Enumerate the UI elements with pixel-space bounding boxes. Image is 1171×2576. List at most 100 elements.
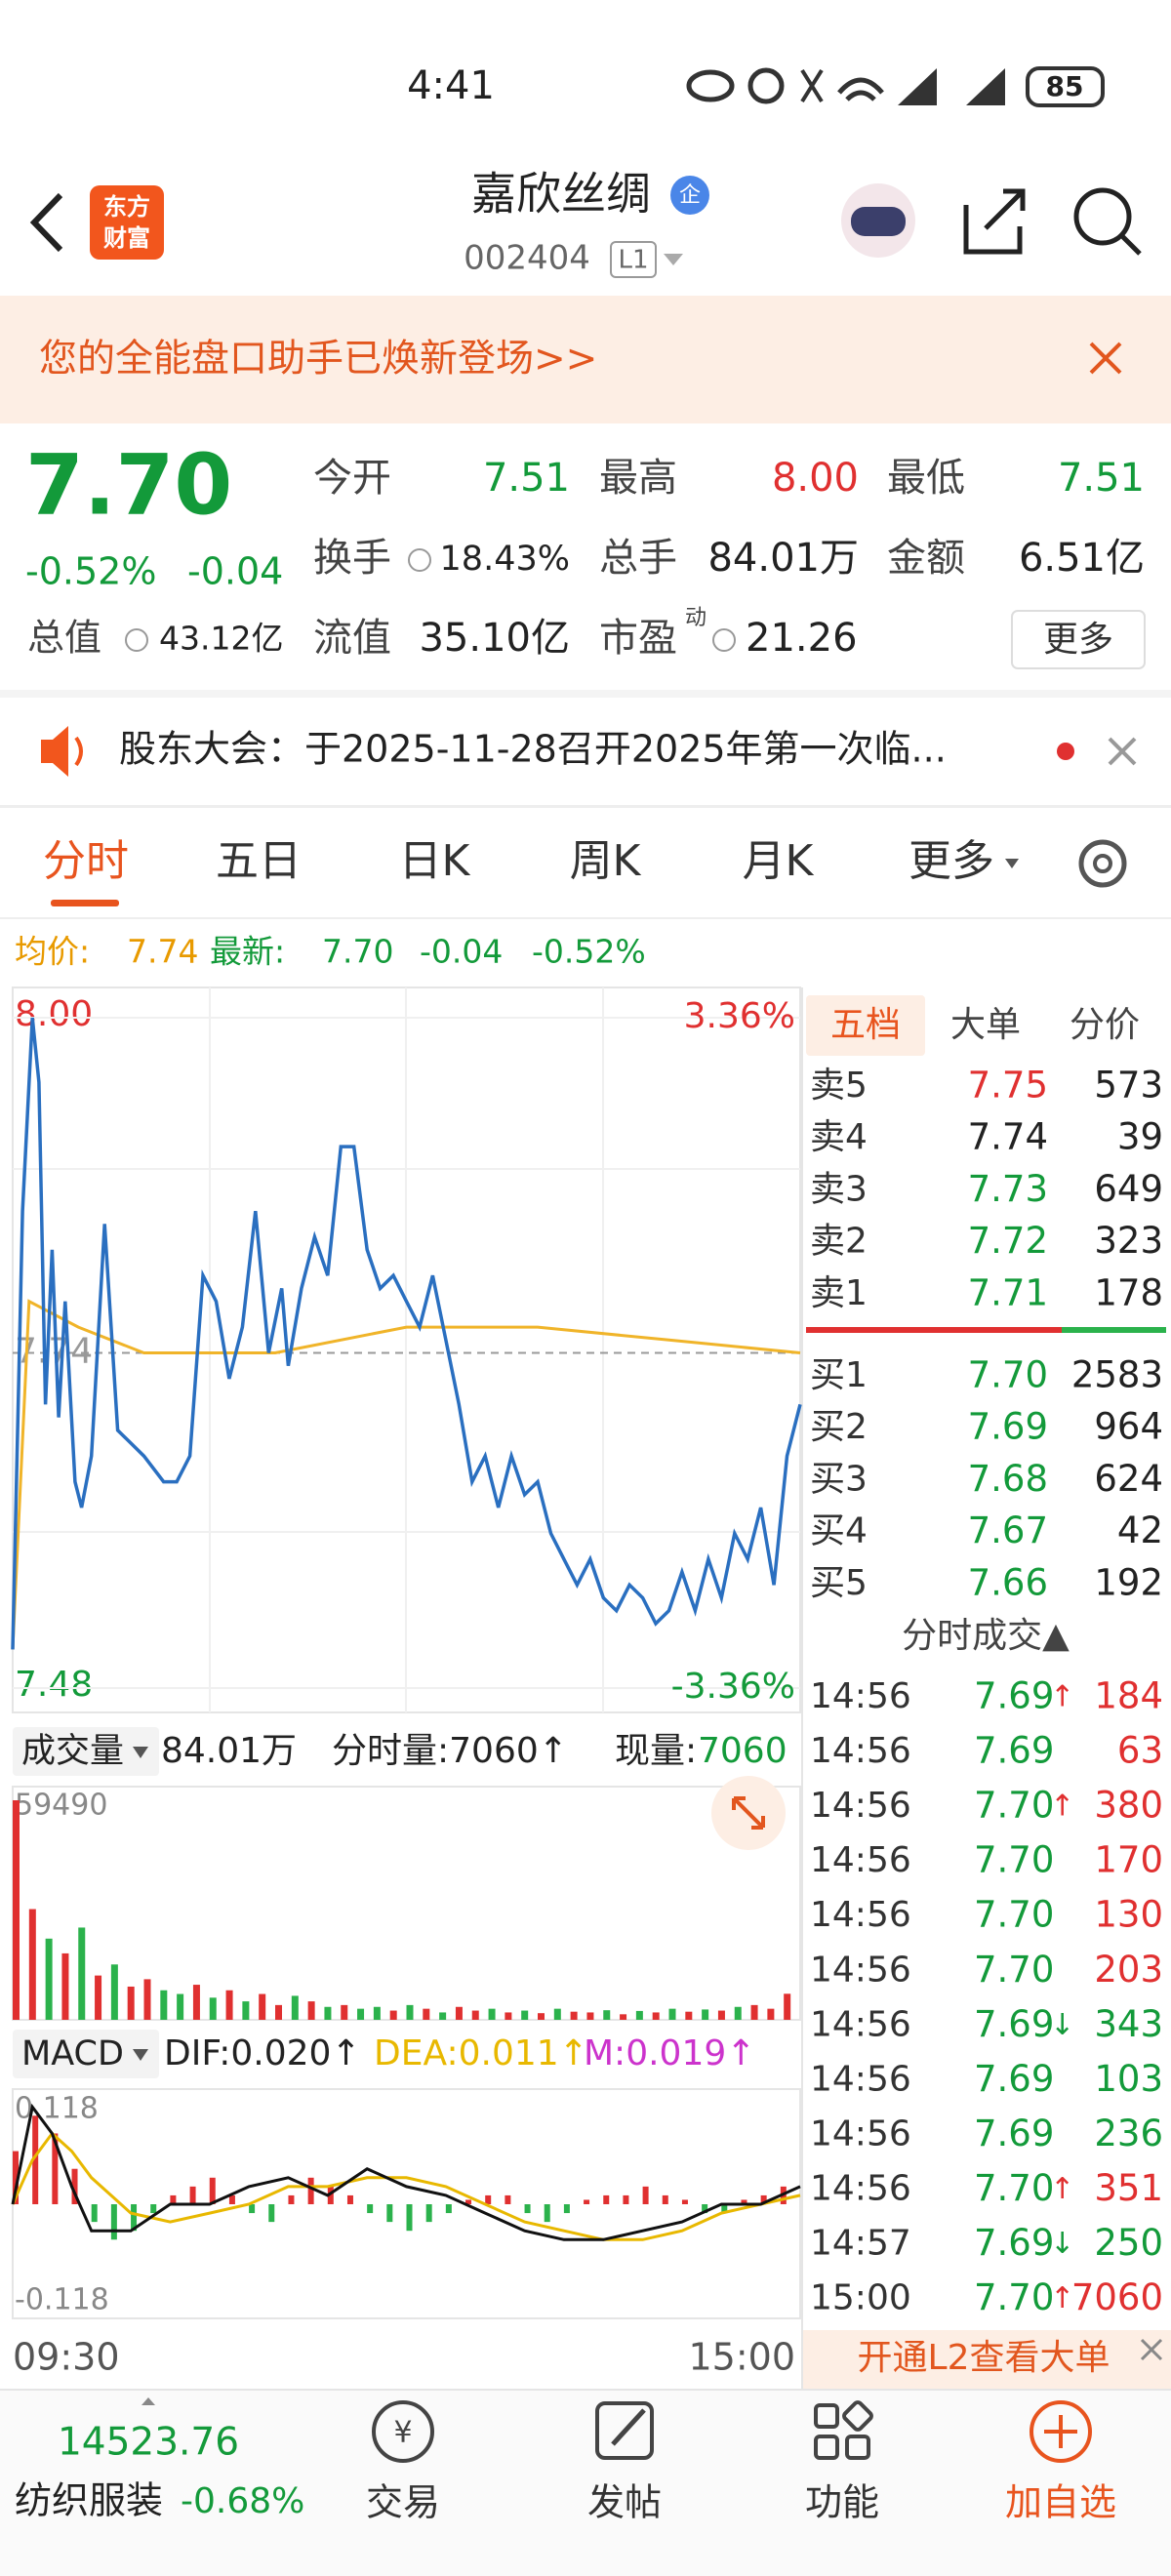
nav-label[interactable]: 交易 (366, 2481, 440, 2524)
volume-bar (110, 1964, 118, 2020)
trades-title[interactable]: 分时成交▲ (902, 1616, 1070, 1656)
macd-bar (505, 2194, 511, 2204)
volume-bar (702, 2009, 709, 2020)
tab[interactable]: 五日 (216, 836, 302, 886)
l2-close[interactable] (1140, 2338, 1163, 2361)
trade-time: 14:57 (810, 2224, 911, 2264)
volume-bar (127, 1986, 135, 2020)
volume-bar (767, 2008, 775, 2020)
notice-text[interactable]: 股东大会：于2025-11-28召开2025年第一次临... (119, 728, 947, 771)
tab[interactable]: 分时 (43, 836, 129, 886)
dropdown-arrow (1005, 859, 1019, 868)
macd-bar (741, 2199, 747, 2204)
index-value[interactable]: 14523.76 (58, 2421, 239, 2465)
macd-bar (702, 2204, 708, 2214)
book-tab-active[interactable] (806, 995, 925, 1056)
avg-value: 7.74 (127, 933, 198, 971)
nav-label[interactable]: 功能 (805, 2481, 879, 2524)
speaker-icon (41, 726, 68, 777)
ask-bar (806, 1327, 1062, 1333)
l2-text[interactable]: 开通L2查看大单 (858, 2338, 1110, 2378)
volume-bar (95, 1975, 102, 2020)
nav-label[interactable]: 加自选 (1005, 2481, 1116, 2524)
trade-volume: 380 (1094, 1785, 1163, 1827)
nav-icon (611, 2408, 646, 2446)
quote-value: 43.12亿 (159, 620, 283, 658)
macd-bar (445, 2204, 452, 2214)
volume-bar (192, 1985, 200, 2020)
volume-bar (45, 1938, 53, 2020)
banner-close[interactable] (1089, 342, 1122, 375)
macd-bar (721, 2204, 728, 2214)
book-label: 卖3 (810, 1169, 868, 1209)
battery-level: 85 (1046, 70, 1084, 102)
book-tab[interactable]: 五档 (830, 1005, 901, 1045)
volume-selector[interactable] (13, 1727, 159, 1776)
dropdown-arrow[interactable] (664, 254, 683, 265)
book-tab[interactable]: 分价 (1070, 1005, 1140, 1045)
volume-bar (750, 2004, 758, 2020)
banner[interactable] (0, 296, 1171, 423)
quote-label: 市盈 (599, 616, 677, 661)
search-button[interactable] (1073, 187, 1132, 246)
change-pct: -0.52% (25, 550, 156, 593)
level: L1 (618, 246, 648, 275)
sector-name[interactable]: 纺织服装 (15, 2479, 163, 2522)
settings-button[interactable] (1078, 839, 1127, 888)
trade-time: 14:56 (810, 2168, 911, 2208)
quote-label-sup: 动 (685, 606, 707, 630)
macd-label[interactable]: MACD (21, 2034, 124, 2073)
y-tick-label: 0.118 (15, 2092, 99, 2126)
tab[interactable]: 更多 (909, 836, 994, 886)
book-volume: 573 (1094, 1065, 1163, 1107)
trade-volume: 130 (1094, 1894, 1163, 1936)
macd-bar (563, 2204, 570, 2214)
volume-bar (505, 2012, 512, 2020)
status-time: 4:41 (407, 63, 495, 108)
quote-value: 35.10亿 (419, 616, 570, 661)
macd-bar (91, 2204, 98, 2223)
volume-bar (521, 2010, 529, 2020)
macd-bar (406, 2204, 413, 2232)
book-price: 7.73 (968, 1168, 1048, 1210)
logo[interactable] (90, 185, 164, 260)
macd-bar (288, 2194, 295, 2204)
back-button[interactable] (29, 192, 63, 253)
volume-bar (275, 2004, 282, 2020)
dea-label: DEA:0.011↑ (374, 2033, 588, 2073)
book-tab[interactable]: 大单 (950, 1005, 1021, 1045)
more-button-label[interactable]: 更多 (1043, 620, 1113, 660)
trade-time: 14:56 (810, 2004, 911, 2044)
trade-time: 14:56 (810, 2113, 911, 2153)
banner-text[interactable]: 您的全能盘口助手已焕新登场>> (39, 338, 597, 382)
quote-value: 18.43% (440, 540, 570, 579)
macd-bar (52, 2133, 59, 2204)
macd-bar (327, 2186, 334, 2204)
tab[interactable]: 周K (570, 836, 642, 886)
dea-line (11, 2131, 801, 2241)
trade-time: 14:56 (810, 1676, 911, 1716)
volume-bar (586, 2012, 594, 2020)
notice-close[interactable] (1108, 737, 1137, 766)
more-button[interactable] (1011, 610, 1146, 669)
trade-volume: 170 (1094, 1839, 1163, 1881)
quote-value: 8.00 (772, 456, 859, 501)
macd-selector[interactable] (13, 2030, 159, 2078)
share-button[interactable] (963, 188, 1026, 255)
nav-label[interactable]: 发帖 (587, 2481, 662, 2524)
volume-tick: 分时量:7060↑ (332, 1731, 568, 1771)
volume-bar (685, 2011, 693, 2020)
pct-tick-label: -3.36% (671, 1667, 795, 1707)
volume-label[interactable]: 成交量 (21, 1732, 124, 1771)
tab[interactable]: 日K (399, 836, 471, 886)
l2-banner[interactable] (803, 2330, 1171, 2389)
volume-bar (389, 2010, 397, 2020)
volume-bar (242, 2001, 250, 2020)
price-line (11, 1017, 802, 1650)
status-icon (747, 67, 785, 104)
book-price: 7.74 (968, 1116, 1048, 1158)
expand-arrow[interactable] (141, 2397, 155, 2405)
tab[interactable]: 月K (743, 836, 815, 886)
tab-indicator (51, 900, 119, 906)
trade-price: 7.70 (974, 1894, 1054, 1936)
